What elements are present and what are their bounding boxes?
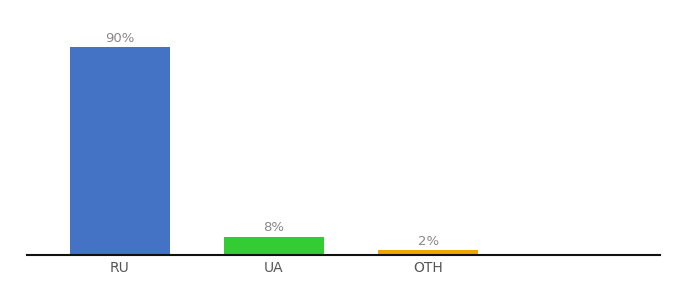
- Text: 90%: 90%: [105, 32, 135, 45]
- Bar: [378, 250, 478, 255]
- Text: 2%: 2%: [418, 235, 439, 248]
- Text: 8%: 8%: [263, 221, 284, 234]
- Bar: [224, 236, 324, 255]
- Bar: [69, 47, 170, 255]
